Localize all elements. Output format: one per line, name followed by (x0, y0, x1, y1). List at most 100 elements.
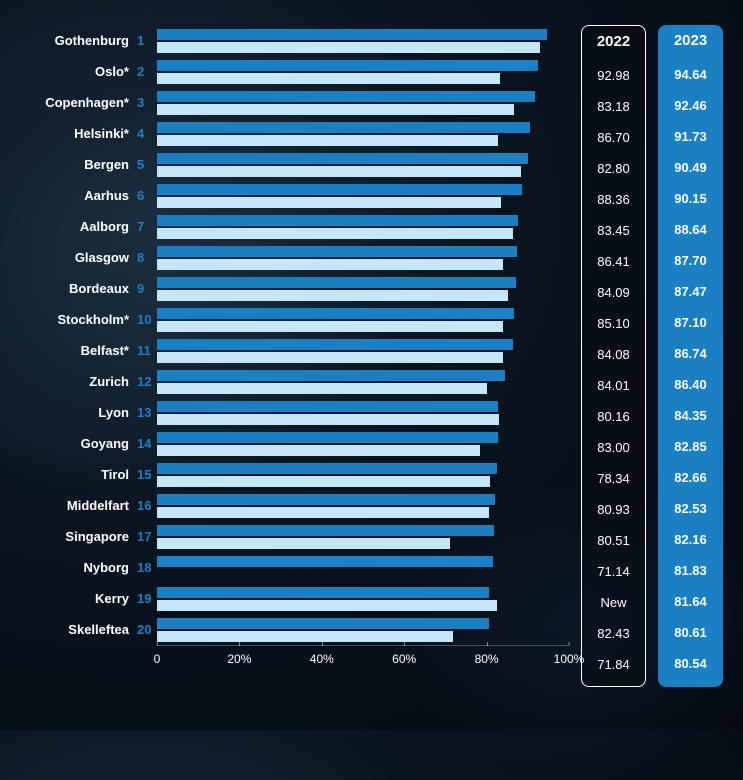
chart-row: Skelleftea20 (20, 614, 569, 645)
bar-2022 (157, 631, 453, 642)
value-2022: 71.84 (582, 649, 645, 680)
value-2022: 78.34 (582, 463, 645, 494)
chart-row: Aalborg7 (20, 211, 569, 242)
rank-number: 3 (135, 95, 157, 110)
chart-row: Oslo*2 (20, 56, 569, 87)
rank-number: 20 (135, 622, 157, 637)
bar-2022 (157, 228, 513, 239)
city-label: Oslo* (20, 64, 135, 79)
chart-row: Glasgow8 (20, 242, 569, 273)
bar-2023 (157, 60, 538, 71)
bar-2023 (157, 432, 498, 443)
chart-row: Belfast*11 (20, 335, 569, 366)
chart-row: Aarhus6 (20, 180, 569, 211)
bar-2023 (157, 246, 517, 257)
bar-2023 (157, 339, 513, 350)
bar-2022 (157, 507, 489, 518)
x-axis-tick: 20% (227, 646, 251, 666)
value-2023: 86.74 (658, 338, 723, 369)
value-2022: 83.00 (582, 432, 645, 463)
value-2023: 90.15 (658, 183, 723, 214)
bar-2022 (157, 166, 521, 177)
city-label: Glasgow (20, 250, 135, 265)
value-columns: 2022 92.9883.1886.7082.8088.3683.4586.41… (581, 25, 723, 687)
chart-row: Gothenburg1 (20, 25, 569, 56)
value-2023: 91.73 (658, 121, 723, 152)
x-axis-tick: 60% (392, 646, 416, 666)
bar-2022 (157, 290, 508, 301)
column-header-2023: 2023 (658, 31, 723, 59)
rank-number: 9 (135, 281, 157, 296)
bar-2022 (157, 445, 480, 456)
value-2022: 83.18 (582, 91, 645, 122)
chart-row: Nyborg18 (20, 552, 569, 583)
bar-2022 (157, 42, 540, 53)
bar-2022 (157, 538, 450, 549)
rank-number: 13 (135, 405, 157, 420)
city-label: Zurich (20, 374, 135, 389)
bar-cell (157, 273, 569, 304)
bar-2022 (157, 383, 487, 394)
chart-row: Tirol15 (20, 459, 569, 490)
city-label: Aalborg (20, 219, 135, 234)
bar-cell (157, 149, 569, 180)
city-label: Nyborg (20, 560, 135, 575)
bar-2022 (157, 414, 499, 425)
bar-cell (157, 242, 569, 273)
city-label: Belfast* (20, 343, 135, 358)
bar-2022 (157, 476, 490, 487)
value-2023: 92.46 (658, 90, 723, 121)
value-2023: 80.61 (658, 617, 723, 648)
rank-number: 15 (135, 467, 157, 482)
bar-cell (157, 397, 569, 428)
value-2023: 82.66 (658, 462, 723, 493)
bar-2023 (157, 277, 516, 288)
bar-2023 (157, 122, 530, 133)
city-label: Bordeaux (20, 281, 135, 296)
bar-cell (157, 366, 569, 397)
value-2022: 86.70 (582, 122, 645, 153)
bar-cell (157, 87, 569, 118)
value-2023: 81.83 (658, 555, 723, 586)
column-2023: 2023 94.6492.4691.7390.4990.1588.6487.70… (658, 25, 723, 687)
rank-number: 12 (135, 374, 157, 389)
bar-cell (157, 428, 569, 459)
value-2022: New (582, 587, 645, 618)
bar-cell (157, 211, 569, 242)
bar-2023 (157, 494, 495, 505)
bar-cell (157, 304, 569, 335)
city-label: Helsinki* (20, 126, 135, 141)
bar-2023 (157, 215, 518, 226)
rank-number: 10 (135, 312, 157, 327)
x-axis-tick: 40% (310, 646, 334, 666)
value-2022: 82.80 (582, 153, 645, 184)
bar-chart-area: Gothenburg1Oslo*2Copenhagen*3Helsinki*4 B… (20, 25, 569, 687)
bar-cell (157, 614, 569, 645)
rank-number: 8 (135, 250, 157, 265)
bar-2023 (157, 463, 497, 474)
value-2022: 80.51 (582, 525, 645, 556)
bar-2023 (157, 308, 514, 319)
rank-number: 17 (135, 529, 157, 544)
value-2022: 84.09 (582, 277, 645, 308)
x-axis-tick: 0 (154, 646, 161, 666)
chart-row: Lyon13 (20, 397, 569, 428)
bar-2022 (157, 73, 500, 84)
chart-row: Copenhagen*3 (20, 87, 569, 118)
value-2022: 86.41 (582, 246, 645, 277)
value-2023: 86.40 (658, 369, 723, 400)
chart-row: Goyang14 (20, 428, 569, 459)
bar-2023 (157, 29, 547, 40)
bar-cell (157, 552, 569, 583)
chart-row: Helsinki*4 (20, 118, 569, 149)
rank-number: 18 (135, 560, 157, 575)
bar-2022 (157, 135, 498, 146)
value-2023: 82.85 (658, 431, 723, 462)
x-axis-tick: 100% (554, 646, 585, 666)
bar-2023 (157, 556, 493, 567)
value-2023: 87.70 (658, 245, 723, 276)
value-2022: 71.14 (582, 556, 645, 587)
value-2022: 92.98 (582, 60, 645, 91)
value-2022: 82.43 (582, 618, 645, 649)
chart-row: Stockholm*10 (20, 304, 569, 335)
